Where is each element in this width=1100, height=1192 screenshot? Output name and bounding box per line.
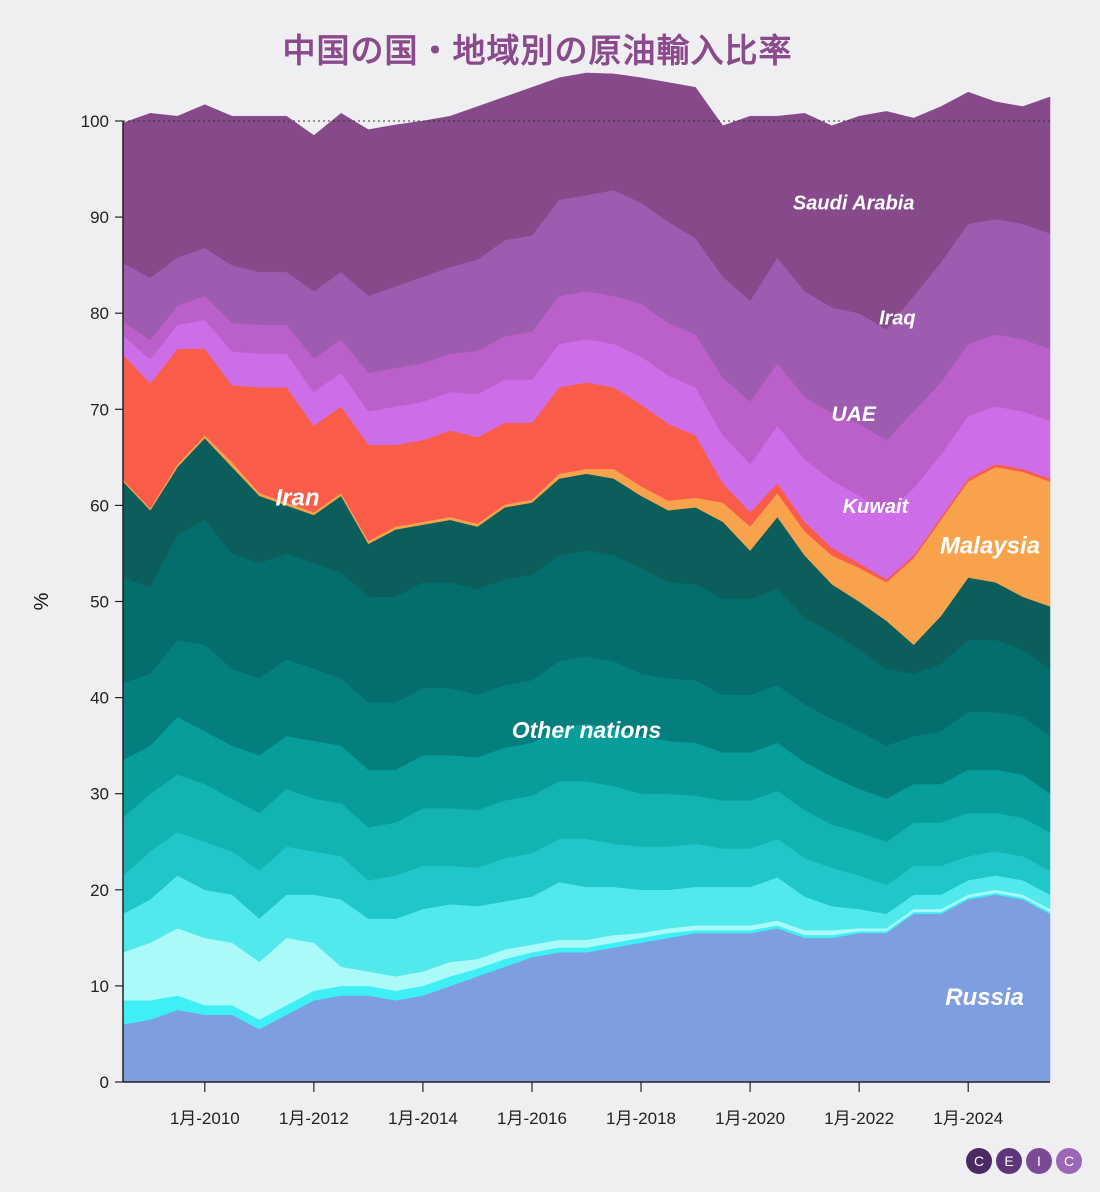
- axes-group: 0 10 20 30 40 50 60 70 80 90 100 1月-2010 1月-2012 1月-2…: [31, 112, 1050, 1128]
- y-tick-label: 20: [90, 881, 109, 900]
- y-tick-label: 10: [90, 977, 109, 996]
- ceic-logo: C E I C: [966, 1148, 1082, 1174]
- annotation-group: Saudi Arabia Iraq UAE Kuwait Malaysia Iran Oth…: [275, 192, 1040, 1011]
- logo-letter: C: [966, 1148, 992, 1174]
- x-tick-label: 1月-2014: [388, 1109, 458, 1128]
- y-tick-label: 40: [90, 689, 109, 708]
- x-tick-label: 1月-2020: [715, 1109, 785, 1128]
- x-tick-label: 1月-2018: [606, 1109, 676, 1128]
- x-tick-label: 1月-2012: [279, 1109, 349, 1128]
- y-tick-label: 90: [90, 208, 109, 227]
- y-tick-label: 50: [90, 593, 109, 612]
- logo-letter: E: [996, 1148, 1022, 1174]
- y-tick-label: 70: [90, 400, 109, 419]
- series-annotation-other-nations: Other nations: [512, 717, 662, 743]
- y-tick-label: 30: [90, 785, 109, 804]
- y-tick-label: 0: [100, 1073, 109, 1092]
- series-annotation-iraq: Iraq: [879, 308, 916, 330]
- series-annotation-saudi-arabia: Saudi Arabia: [793, 192, 915, 214]
- x-tick-label: 1月-2024: [933, 1109, 1003, 1128]
- y-tick-label: 100: [81, 112, 109, 131]
- y-axis-unit-label: %: [31, 592, 53, 610]
- x-tick-label: 1月-2010: [170, 1109, 240, 1128]
- series-annotation-russia: Russia: [945, 984, 1024, 1011]
- series-annotation-malaysia: Malaysia: [940, 532, 1040, 559]
- series-annotation-iran: Iran: [275, 484, 319, 511]
- series-annotation-uae: UAE: [832, 403, 877, 426]
- logo-letter: I: [1026, 1148, 1052, 1174]
- y-tick-label: 60: [90, 496, 109, 515]
- area-series-saudi-arabia: [122, 72, 1051, 330]
- logo-letter: C: [1056, 1148, 1082, 1174]
- x-tick-label: 1月-2016: [497, 1109, 567, 1128]
- chart-title: 中国の国・地域別の原油輸入比率: [282, 31, 793, 70]
- x-tick-label: 1月-2022: [824, 1109, 894, 1128]
- area-series-group: [122, 72, 1051, 1083]
- y-tick-label: 80: [90, 304, 109, 323]
- series-annotation-kuwait: Kuwait: [843, 496, 910, 518]
